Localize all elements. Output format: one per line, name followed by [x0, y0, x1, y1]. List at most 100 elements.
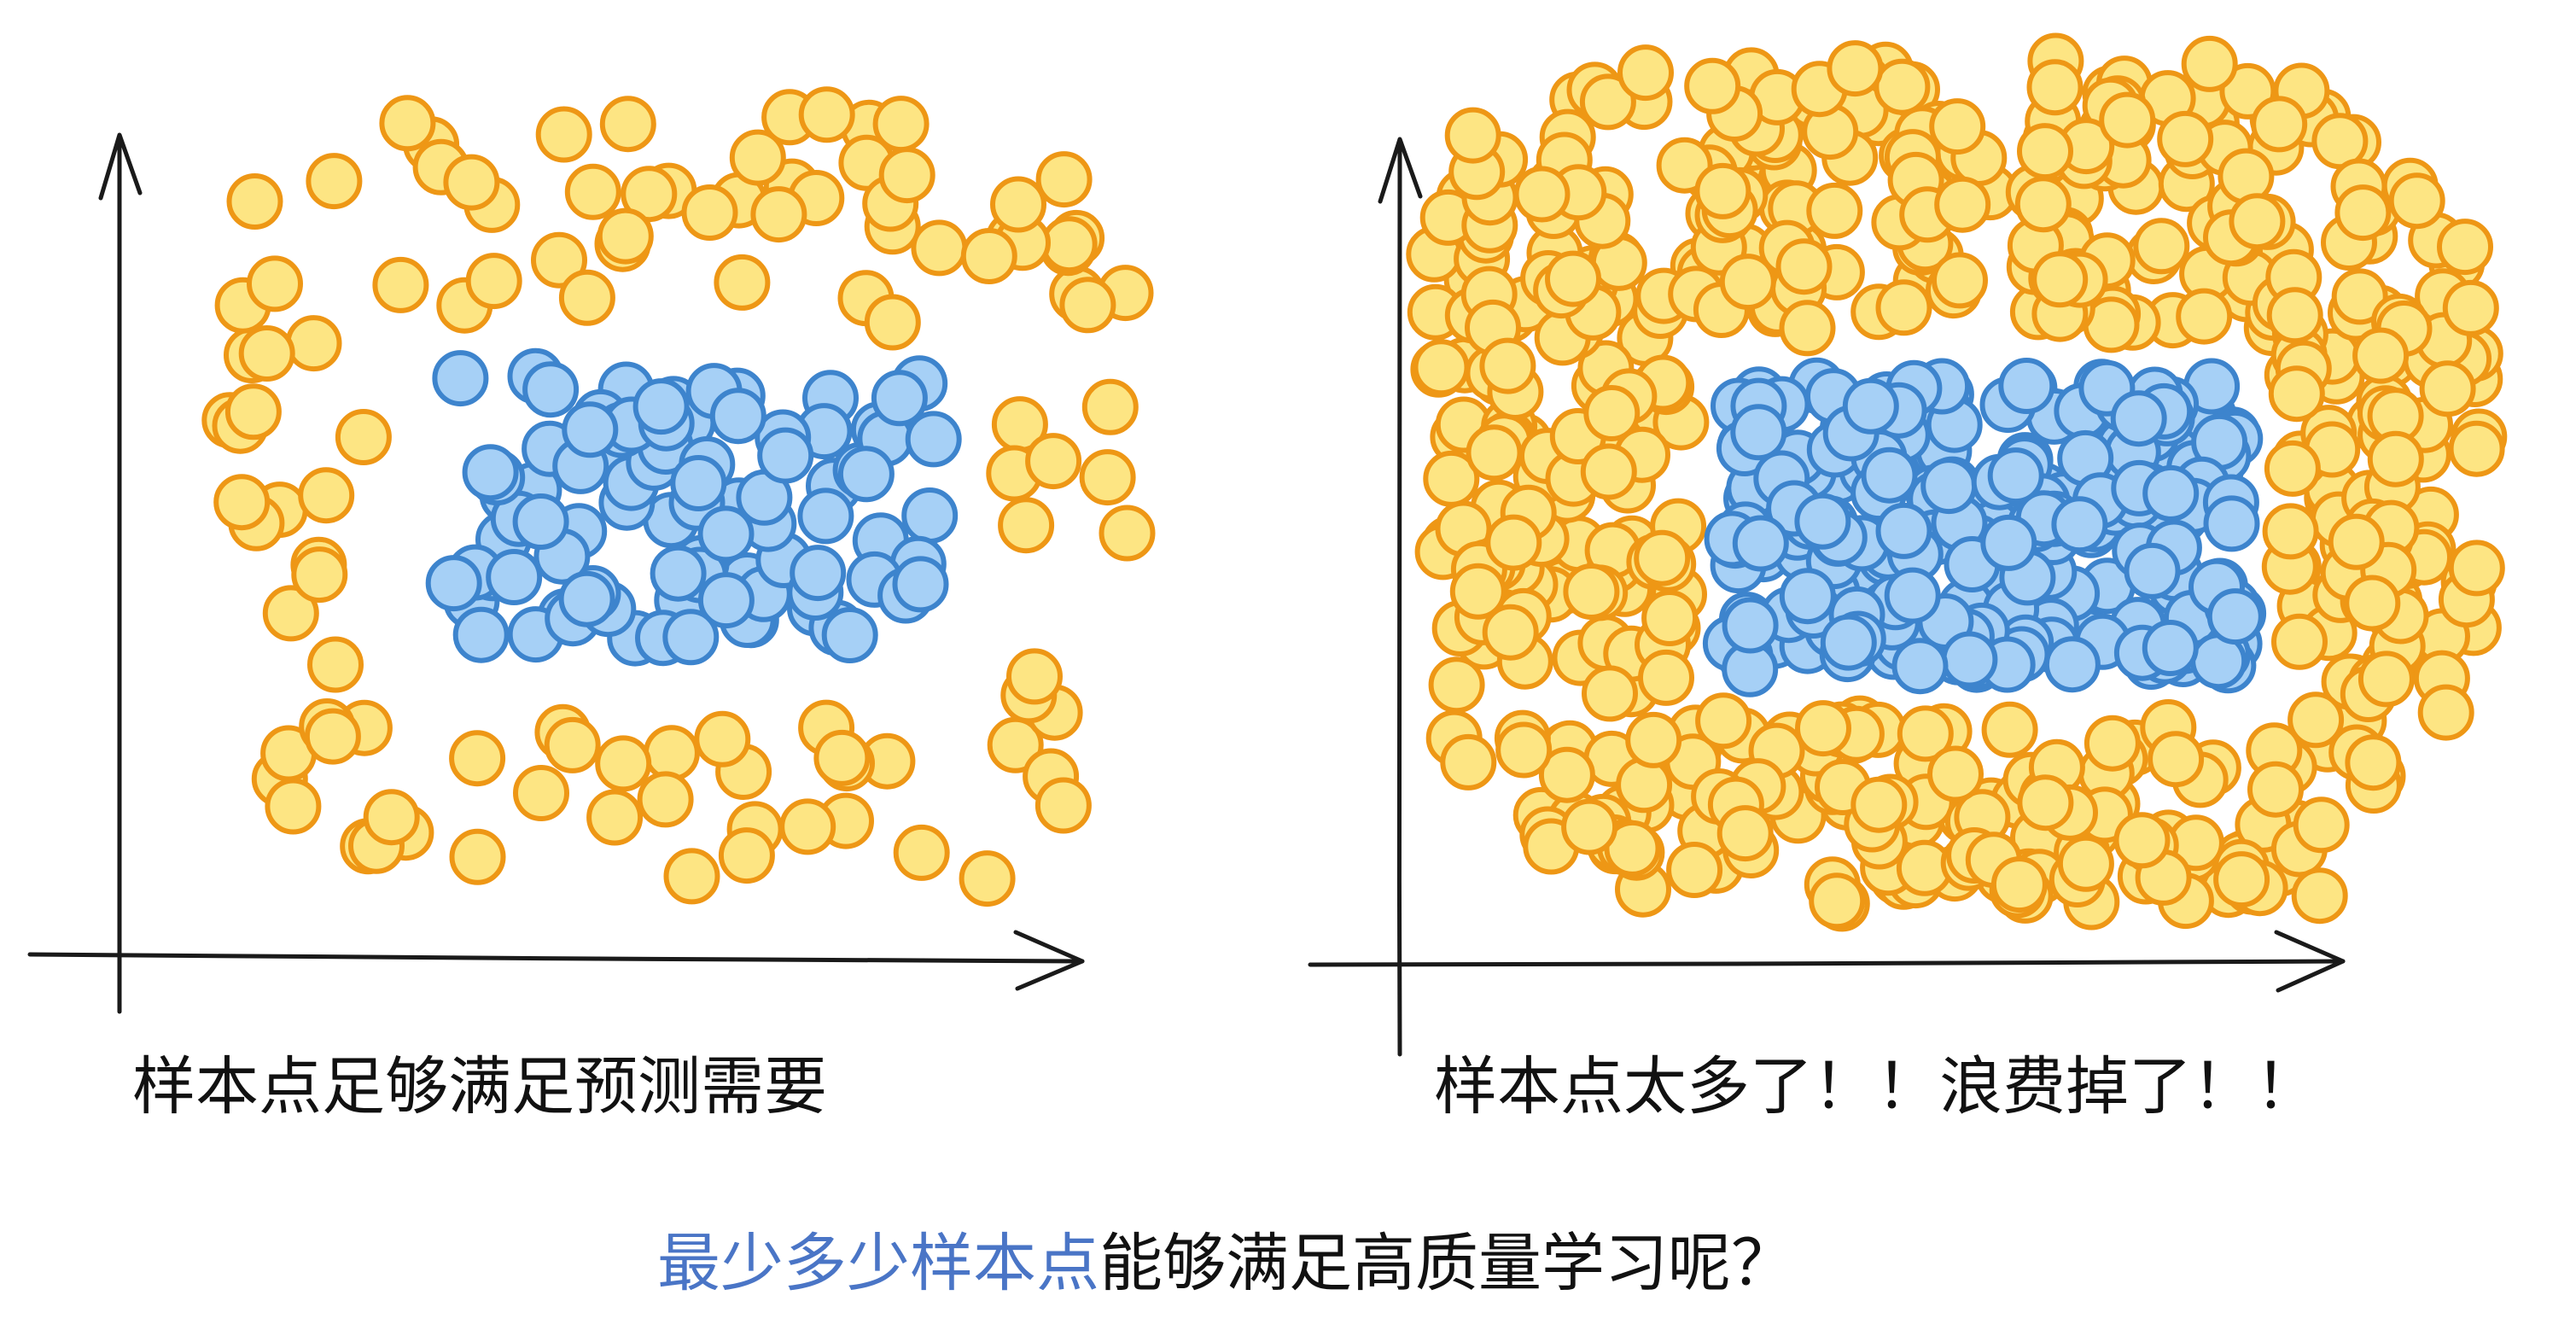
left-inner-point	[670, 455, 727, 511]
right-outer-point	[2352, 327, 2410, 384]
right-x-axis-arrowhead	[2274, 930, 2346, 993]
left-outer-point	[872, 96, 930, 153]
right-outer-point	[1795, 700, 1851, 757]
left-outer-point	[1040, 216, 1098, 273]
right-outer-point	[1617, 44, 1674, 102]
right-outer-point	[2419, 360, 2476, 417]
right-outer-point	[2181, 35, 2238, 92]
left-inner-point	[432, 350, 489, 407]
left-outer-point	[959, 850, 1016, 907]
left-outer-point	[714, 254, 771, 311]
right-inner-point	[1891, 638, 1949, 695]
left-outer-point	[224, 383, 282, 441]
left-outer-point	[990, 176, 1046, 233]
right-outer-point	[1666, 842, 1723, 898]
left-outer-point	[443, 154, 500, 211]
right-outer-point	[2176, 288, 2233, 345]
right-outer-point	[1563, 563, 1620, 620]
left-outer-point	[750, 186, 807, 243]
right-outer-point	[2084, 715, 2141, 772]
left-outer-point	[1099, 505, 1156, 562]
right-outer-point	[1513, 166, 1571, 223]
right-inner-point	[2142, 620, 2199, 676]
left-outer-point	[226, 173, 283, 230]
left-outer-point	[599, 96, 656, 153]
left-outer-point	[449, 730, 506, 787]
left-outer-point	[621, 166, 678, 223]
right-outer-point	[1850, 776, 1908, 833]
right-outer-point	[2099, 91, 2156, 149]
left-outer-point	[1025, 433, 1082, 490]
right-outer-point	[2367, 430, 2424, 487]
right-outer-point	[2388, 172, 2445, 230]
right-outer-point	[1934, 176, 1991, 233]
right-outer-point	[2328, 513, 2385, 570]
left-outer-point	[285, 315, 342, 372]
left-outer-point	[307, 636, 364, 693]
right-inner-point	[2110, 390, 2167, 447]
right-scatter-panel	[1308, 32, 2508, 1057]
right-outer-point	[1897, 705, 1954, 762]
left-outer-point	[262, 585, 319, 642]
left-outer-point	[363, 789, 420, 846]
right-outer-point	[2264, 440, 2321, 497]
right-y-axis	[1396, 138, 1403, 1057]
left-inner-point	[650, 545, 707, 602]
right-inner-points	[1702, 357, 2267, 697]
left-outer-point	[637, 771, 694, 828]
right-inner-point	[1842, 377, 1899, 435]
bottom-question: 最少多少样本点能够满足高质量学习呢？	[657, 1227, 1794, 1300]
left-outer-point	[372, 256, 429, 313]
right-outer-point	[2031, 251, 2089, 308]
left-outer-points	[201, 86, 1156, 907]
right-caption: 样本点太多了！！浪费掉了！！	[1434, 1050, 2318, 1123]
right-outer-point	[1444, 107, 1501, 164]
left-outer-point	[998, 497, 1055, 554]
left-outer-point	[531, 231, 587, 289]
left-inner-point	[905, 411, 962, 468]
right-inner-point	[1794, 493, 1851, 550]
right-inner-point	[1779, 568, 1836, 625]
right-outer-point	[2357, 651, 2415, 708]
left-outer-point	[335, 409, 392, 465]
left-inner-points	[425, 347, 962, 667]
left-outer-point	[663, 848, 720, 905]
left-outer-point	[586, 789, 644, 846]
right-inner-point	[1722, 597, 1779, 654]
left-y-axis-arrowhead	[98, 132, 143, 201]
left-inner-point	[425, 555, 482, 612]
right-outer-point	[2266, 287, 2323, 344]
left-outer-point	[779, 798, 836, 855]
left-outer-point	[1006, 648, 1063, 705]
left-inner-point	[558, 570, 615, 627]
right-outer-point	[1779, 300, 1836, 357]
left-x-axis-arrowhead	[1013, 930, 1085, 991]
right-outer-point	[2417, 684, 2474, 741]
left-outer-point	[1059, 277, 1116, 334]
right-x-axis	[1308, 959, 2346, 967]
right-outer-point	[1806, 182, 1863, 239]
left-inner-point	[901, 487, 959, 544]
right-outer-point	[2262, 503, 2319, 560]
right-outer-point	[2229, 193, 2286, 250]
left-inner-point	[512, 493, 569, 550]
right-outer-point	[1874, 58, 1931, 115]
left-outer-point	[213, 474, 271, 531]
right-outer-point	[1990, 856, 2048, 913]
right-outer-point	[2113, 812, 2171, 869]
right-outer-point	[2448, 420, 2505, 477]
right-outer-point	[2288, 691, 2345, 749]
right-inner-point	[1732, 515, 1789, 572]
right-outer-point	[1579, 73, 1636, 131]
right-outer-point	[2268, 365, 2325, 423]
right-outer-point	[1827, 40, 1884, 97]
left-outer-point	[513, 765, 569, 821]
right-outer-point	[1656, 137, 1713, 194]
right-inner-point	[2206, 588, 2264, 645]
right-outer-point	[1583, 385, 1641, 441]
right-outer-point	[1638, 649, 1694, 706]
right-outer-point	[2345, 734, 2402, 791]
left-caption: 样本点足够满足预测需要	[132, 1050, 827, 1123]
right-inner-point	[2051, 496, 2108, 553]
right-outer-point	[1466, 424, 1523, 481]
